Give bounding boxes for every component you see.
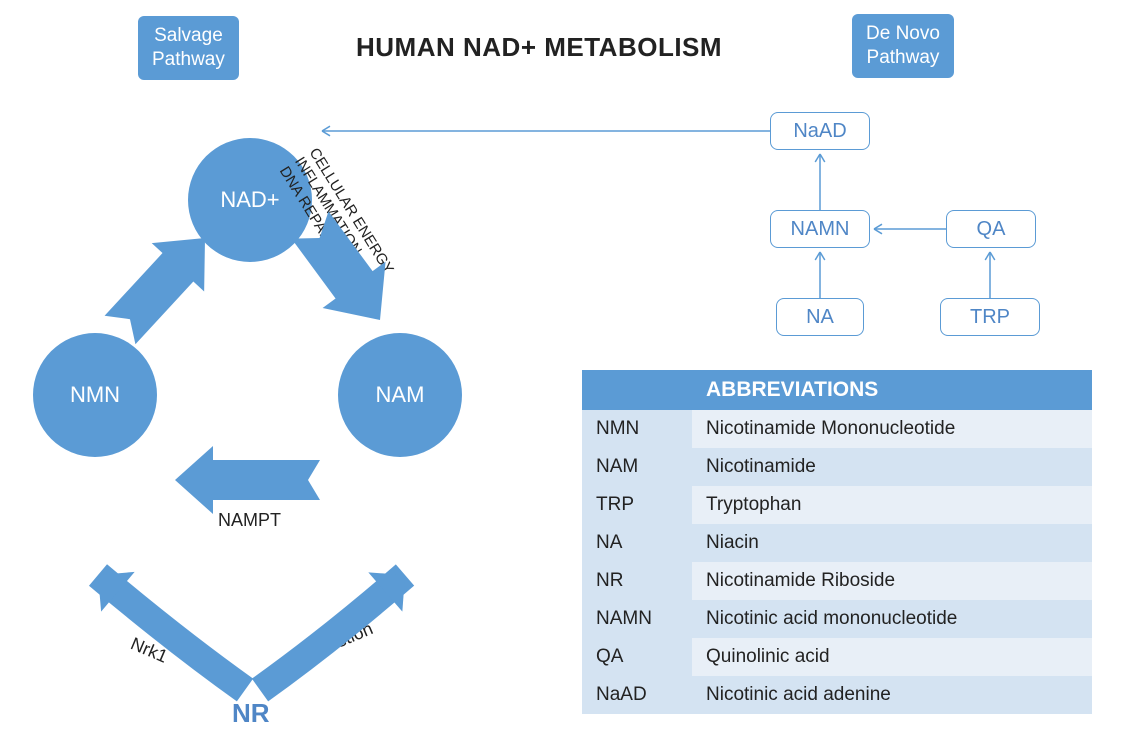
table-row: NAMNNicotinic acid mononucleotide	[582, 600, 1092, 638]
full-cell: Nicotinamide	[692, 448, 1092, 486]
node-nam: NAM	[338, 333, 462, 457]
full-cell: Nicotinamide Mononucleotide	[692, 410, 1092, 448]
full-cell: Nicotinic acid mononucleotide	[692, 600, 1092, 638]
table-row: QAQuinolinic acid	[582, 638, 1092, 676]
abbr-cell: NAMN	[582, 600, 692, 638]
table-row: NAMNicotinamide	[582, 448, 1092, 486]
abbr-cell: NAM	[582, 448, 692, 486]
abbr-header-blank	[582, 370, 692, 410]
page-title: HUMAN NAD+ METABOLISM	[356, 32, 722, 63]
nrk1-label: Nrk1	[127, 633, 170, 667]
node-trp: TRP	[940, 298, 1040, 336]
nampt-label: NAMPT	[218, 510, 281, 531]
table-row: TRPTryptophan	[582, 486, 1092, 524]
abbr-cell: TRP	[582, 486, 692, 524]
node-namn: NAMN	[770, 210, 870, 248]
node-nmn: NMN	[33, 333, 157, 457]
table-row: NaADNicotinic acid adenine	[582, 676, 1092, 714]
abbr-cell: QA	[582, 638, 692, 676]
full-cell: Quinolinic acid	[692, 638, 1092, 676]
node-nad-label: NAD+	[220, 187, 279, 213]
salvage-pathway-badge: SalvagePathway	[138, 16, 239, 80]
table-row: NRNicotinamide Riboside	[582, 562, 1092, 600]
abbreviations-table: ABBREVIATIONS NMNNicotinamide Mononucleo…	[582, 370, 1092, 714]
abbr-cell: NR	[582, 562, 692, 600]
full-cell: Tryptophan	[692, 486, 1092, 524]
table-row: NMNNicotinamide Mononucleotide	[582, 410, 1092, 448]
abbr-header: ABBREVIATIONS	[692, 370, 1092, 410]
denovo-pathway-badge: De NovoPathway	[852, 14, 954, 78]
node-nam-label: NAM	[376, 382, 425, 408]
full-cell: Nicotinamide Riboside	[692, 562, 1092, 600]
full-cell: Niacin	[692, 524, 1092, 562]
abbr-cell: NMN	[582, 410, 692, 448]
full-cell: Nicotinic acid adenine	[692, 676, 1092, 714]
abbr-cell: NaAD	[582, 676, 692, 714]
node-naad: NaAD	[770, 112, 870, 150]
node-na: NA	[776, 298, 864, 336]
node-qa: QA	[946, 210, 1036, 248]
digestion-label: Digestion	[299, 618, 376, 667]
node-nmn-label: NMN	[70, 382, 120, 408]
abbr-cell: NA	[582, 524, 692, 562]
nr-label: NR	[232, 698, 270, 729]
table-row: NANiacin	[582, 524, 1092, 562]
